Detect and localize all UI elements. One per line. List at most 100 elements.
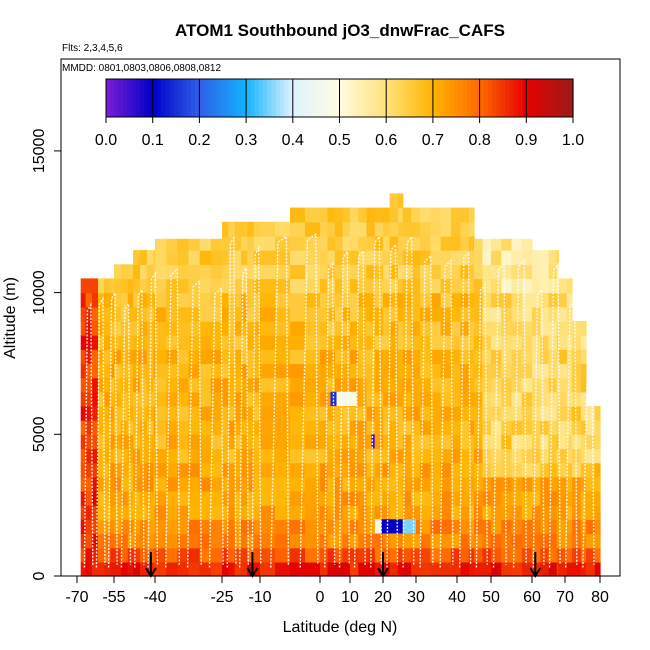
heatmap-cell [440, 547, 452, 563]
heatmap-cell [153, 306, 156, 322]
heatmap-cell [468, 363, 475, 379]
heatmap-cell [253, 235, 261, 251]
heatmap-cell [327, 235, 336, 251]
heatmap-cell [558, 377, 568, 393]
heatmap-cell [350, 320, 359, 336]
heatmap-cell [188, 420, 201, 435]
heatmap-cell [327, 406, 336, 421]
heatmap-cell [127, 391, 134, 407]
heatmap-cell [85, 491, 93, 506]
flight-profile-line [353, 249, 366, 568]
heatmap-cell [228, 491, 236, 506]
heatmap-cell [350, 406, 359, 421]
flight-profile-line [459, 250, 472, 568]
heatmap-cell [114, 505, 122, 520]
heatmap-cell [383, 349, 391, 365]
heatmap-cell [305, 306, 321, 322]
heatmap-cell [275, 306, 291, 322]
heatmap-cell [253, 406, 261, 421]
heatmap-cell [335, 462, 344, 478]
heatmap-cell [586, 476, 596, 492]
heatmap-cell [468, 491, 475, 506]
heatmap-cell [594, 491, 601, 506]
heatmap-cell [177, 434, 190, 450]
heatmap-cell [234, 519, 242, 535]
heatmap-cell [133, 434, 141, 450]
heatmap-cell [241, 264, 248, 280]
heatmap-cell [440, 320, 452, 336]
heatmap-cell [228, 363, 236, 379]
heatmap-cell [402, 377, 412, 393]
colorbar-segment [331, 79, 336, 117]
flight-profile-line [208, 286, 224, 568]
colorbar-segment [110, 79, 115, 117]
heatmap-cell [586, 519, 596, 535]
heatmap-cell [532, 420, 541, 435]
heatmap-cell [350, 235, 359, 251]
heatmap-cell [532, 561, 541, 577]
heatmap-cell [247, 505, 255, 520]
heatmap-cell [85, 434, 93, 450]
heatmap-cell [491, 547, 502, 563]
heatmap-cell [389, 505, 399, 520]
heatmap-cell [228, 434, 236, 450]
heatmap-cell [305, 349, 321, 365]
heatmap-cell [540, 377, 550, 393]
heatmap-cell [540, 491, 550, 506]
y-axis-label: Altitude (m) [2, 277, 19, 359]
heatmap-cell [127, 292, 134, 308]
heatmap-cell [374, 476, 384, 492]
heatmap-cell [491, 491, 502, 506]
flight-profile-line [338, 249, 350, 568]
heatmap-cell [188, 306, 201, 322]
heatmap-cell [501, 250, 513, 265]
heatmap-cell [521, 377, 533, 393]
heatmap-cell [133, 561, 141, 577]
heatmap-cell [580, 561, 587, 577]
heatmap-cell [177, 250, 190, 265]
heatmap-cell [366, 207, 376, 223]
heatmap-cell [305, 547, 321, 563]
heatmap-cell [350, 462, 359, 478]
heatmap-cell [548, 250, 558, 265]
heatmap-cell [275, 519, 291, 535]
heatmap-cell [177, 491, 190, 506]
heatmap-cell [253, 519, 261, 535]
heatmap-cell [402, 292, 412, 308]
heatmap-cell [460, 264, 470, 280]
heatmap-cell [350, 505, 359, 520]
heatmap-cell [491, 278, 502, 294]
heatmap-cell [389, 533, 399, 549]
heatmap-cell [155, 547, 167, 563]
heatmap-cell [366, 462, 376, 478]
heatmap-cell [305, 221, 321, 237]
heatmap-cell [253, 420, 261, 435]
heatmap-cell [366, 391, 376, 407]
heatmap-cell [228, 406, 236, 421]
colorbar-segment [373, 79, 379, 117]
heatmap-cell [548, 448, 558, 464]
heatmap-cell [491, 434, 502, 450]
heatmap-cell [572, 377, 582, 393]
heatmap-cell [275, 278, 291, 294]
heatmap-cell [327, 561, 336, 577]
heatmap-cell [358, 306, 368, 322]
heatmap-cell [580, 320, 587, 336]
heatmap-cell [335, 363, 344, 379]
colorbar-segment [165, 79, 171, 117]
heatmap-cell [440, 278, 452, 294]
heatmap-cell [474, 238, 484, 251]
colorbar-tick-label: 0.5 [328, 132, 350, 149]
heatmap-cell [556, 448, 559, 464]
heatmap-cell [389, 335, 399, 350]
heatmap-cell [460, 462, 470, 478]
heatmap-cell [548, 519, 558, 535]
heatmap-cell [358, 420, 368, 435]
heatmap-cell [110, 391, 115, 407]
heatmap-cell [210, 448, 223, 464]
heatmap-cell [114, 519, 122, 535]
heatmap-cell [397, 547, 404, 563]
heatmap-cell [177, 363, 190, 379]
heatmap-cell [383, 264, 391, 280]
heatmap-cell [402, 391, 412, 407]
